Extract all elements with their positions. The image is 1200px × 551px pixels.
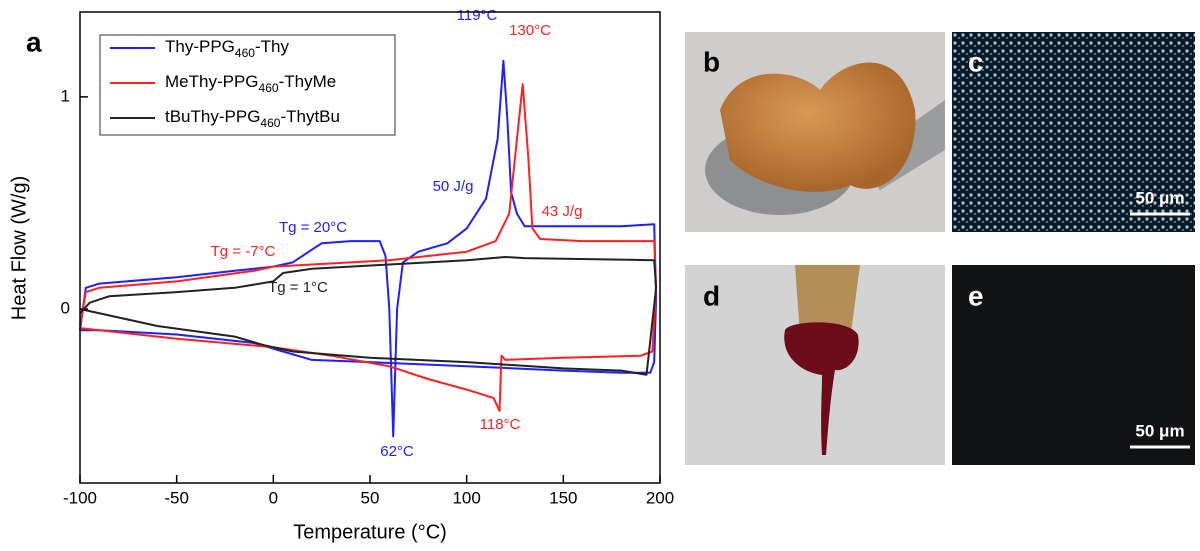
x-tick-label: 50 — [361, 488, 380, 507]
x-tick-label: -100 — [63, 488, 97, 507]
panel-label: e — [968, 280, 984, 311]
photo-c — [952, 32, 1195, 232]
scale-label: 50 μm — [1135, 421, 1184, 440]
x-axis-label: Temperature (°C) — [293, 521, 447, 543]
x-tick-label: 0 — [269, 488, 278, 507]
panel-label: a — [26, 26, 42, 57]
photo-d — [685, 265, 945, 465]
annotation: Tg = -7°C — [211, 243, 276, 260]
y-tick-label: 0 — [61, 299, 70, 318]
x-tick-label: 150 — [549, 488, 577, 507]
annotation: 50 J/g — [433, 178, 474, 195]
annotation: 118°C — [480, 416, 521, 433]
legend-label: MeThy-PPG460-ThyMe — [165, 72, 336, 95]
annotation: 43 J/g — [542, 203, 583, 220]
panel-label: c — [968, 46, 984, 77]
annotation: 130°C — [509, 22, 551, 39]
panel-label: d — [703, 280, 720, 311]
annotation: Tg = 20°C — [279, 219, 347, 236]
annotation: 62°C — [380, 443, 414, 460]
series-line — [79, 83, 658, 412]
legend-label: tBuThy-PPG460-ThytBu — [165, 107, 340, 130]
x-tick-label: 100 — [452, 488, 480, 507]
x-tick-label: -50 — [164, 488, 189, 507]
scale-label: 50 μm — [1135, 188, 1184, 207]
annotation: Tg = 1°C — [268, 279, 328, 296]
photo-b — [685, 32, 945, 232]
panel-label: b — [703, 46, 720, 77]
series-line — [79, 59, 658, 438]
x-tick-label: 200 — [646, 488, 674, 507]
plot-frame — [79, 11, 661, 484]
y-tick-label: 1 — [61, 86, 70, 105]
photo-e — [952, 265, 1195, 465]
series-line — [79, 256, 658, 376]
y-axis-label: Heat Flow (W/g) — [8, 176, 30, 320]
annotation: 119°C — [457, 7, 498, 24]
legend-label: Thy-PPG460-Thy — [165, 37, 289, 60]
